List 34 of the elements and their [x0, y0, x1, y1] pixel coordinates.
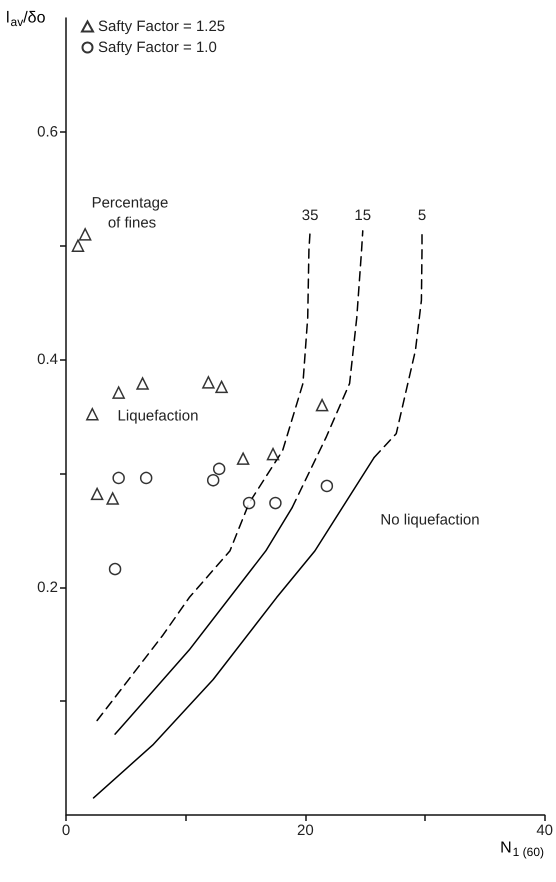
- point: [136, 377, 149, 390]
- y-tick-label: 0.4: [37, 351, 58, 368]
- point: [206, 474, 220, 487]
- point: [269, 496, 282, 510]
- y-tick-label: 0.6: [37, 123, 58, 140]
- point: [86, 408, 99, 420]
- point: [72, 239, 84, 252]
- point: [242, 496, 256, 510]
- point: [316, 398, 328, 412]
- annotation: No liquefaction: [380, 512, 480, 528]
- point: [212, 462, 226, 476]
- point: [140, 472, 152, 484]
- x-tick-label: 0: [62, 822, 70, 839]
- point: [236, 452, 250, 465]
- series-label: 35: [302, 206, 318, 224]
- point: [108, 562, 122, 576]
- series-label: 15: [354, 206, 372, 224]
- annotation: Liquefaction: [118, 408, 198, 424]
- y-tick-label: 0.2: [37, 578, 58, 596]
- legend-label: Safty Factor = 1.0: [98, 39, 217, 56]
- legend-label: Safty Factor = 1.25: [98, 18, 226, 35]
- point: [106, 492, 119, 505]
- x-tick-label: 20: [296, 822, 314, 839]
- point: [112, 472, 125, 484]
- point: [78, 228, 92, 241]
- point: [202, 376, 215, 389]
- point: [90, 488, 104, 500]
- series-label: 5: [418, 206, 426, 224]
- point: [112, 386, 125, 399]
- point: [320, 480, 334, 492]
- x-tick-label: 40: [536, 822, 553, 839]
- annotation: Percentage of fines: [92, 194, 172, 232]
- point: [266, 448, 280, 460]
- point: [215, 380, 228, 394]
